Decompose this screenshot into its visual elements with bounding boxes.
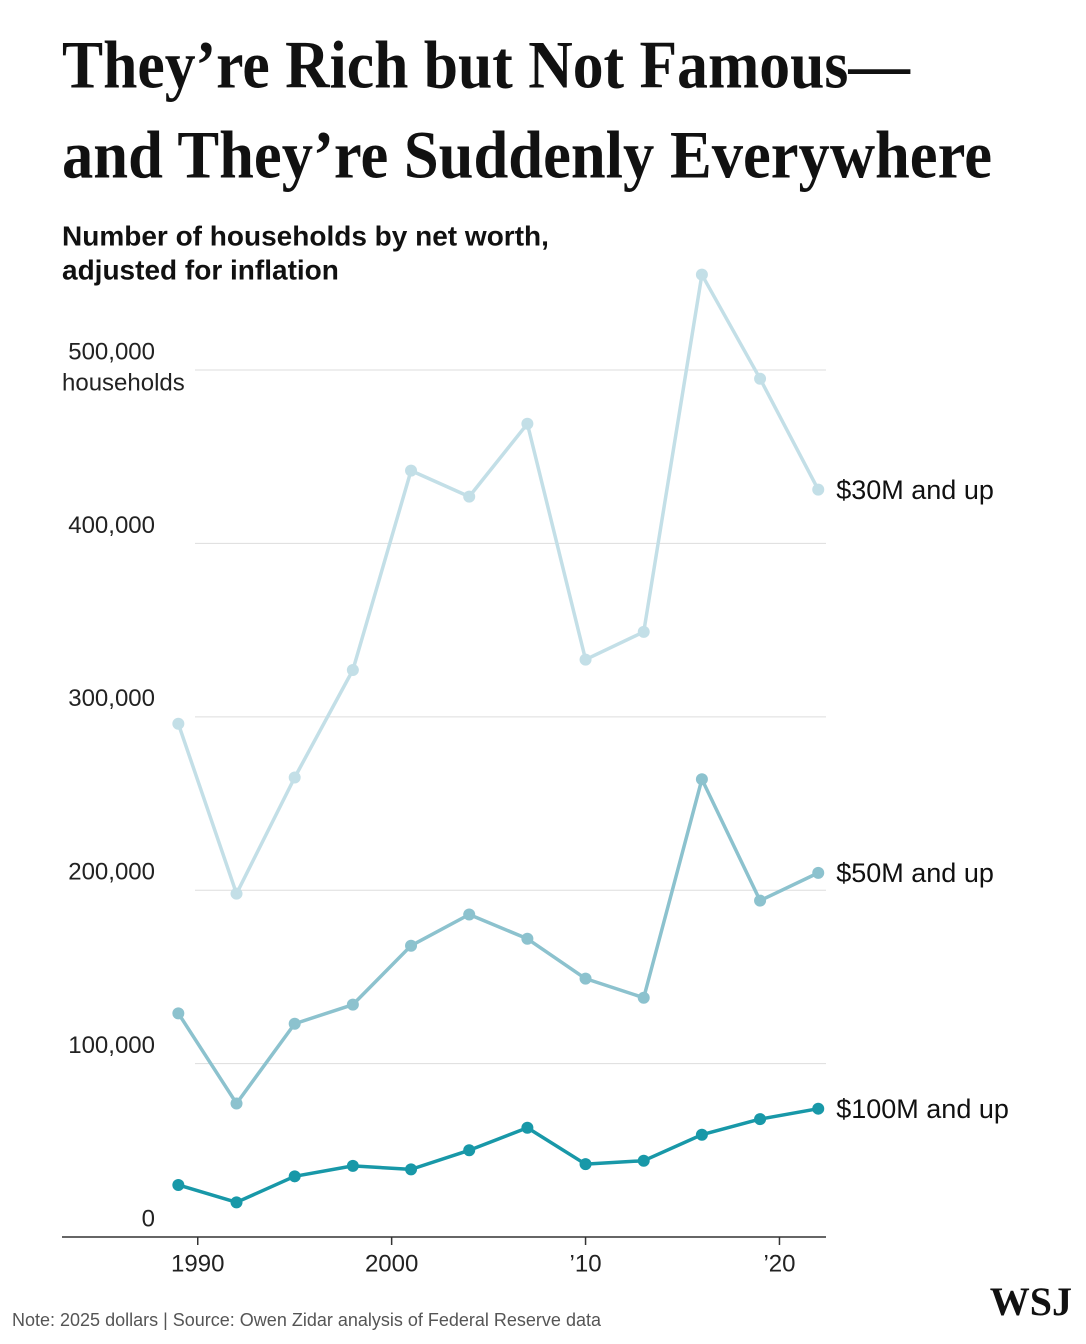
data-point	[346, 1159, 359, 1172]
data-point	[754, 372, 767, 385]
data-point	[463, 490, 476, 503]
data-point	[405, 1163, 418, 1176]
data-point	[405, 464, 418, 477]
data-point	[346, 664, 359, 677]
y-tick-label: 0	[142, 1205, 155, 1232]
data-point	[695, 268, 708, 281]
y-tick-label: 200,000	[68, 859, 155, 886]
x-tick-label: 1990	[171, 1250, 224, 1277]
y-unit-label: households	[62, 369, 185, 396]
data-point	[288, 1017, 301, 1030]
data-point	[812, 866, 825, 879]
data-point	[637, 625, 650, 638]
series-line	[177, 1106, 819, 1205]
data-point	[172, 1007, 185, 1020]
y-tick-label: 500,000	[68, 338, 155, 365]
data-point	[754, 1113, 767, 1126]
chart-title: They’re Rich but Not Famous—	[62, 27, 911, 103]
data-point	[463, 1144, 476, 1157]
series-line	[176, 272, 820, 896]
data-point	[172, 1178, 185, 1191]
data-point	[230, 1196, 243, 1209]
data-point	[812, 1102, 825, 1115]
data-point	[579, 972, 592, 985]
y-tick-label: 100,000	[68, 1032, 155, 1059]
data-point	[579, 653, 592, 666]
data-point	[521, 932, 534, 945]
series-label: $100M and up	[836, 1094, 1009, 1124]
data-point	[288, 1170, 301, 1183]
note: Note: 2025 dollars | Source: Owen Zidar …	[12, 1310, 602, 1330]
subtitle: Number of households by net worth,	[62, 220, 549, 251]
data-point	[405, 939, 418, 952]
data-point	[695, 1128, 708, 1141]
chart-title: and They’re Suddenly Everywhere	[62, 117, 992, 193]
data-point	[754, 894, 767, 907]
data-point	[230, 887, 243, 900]
x-tick-label: ’20	[763, 1250, 795, 1277]
series-label: $50M and up	[836, 858, 994, 888]
data-point	[637, 991, 650, 1004]
data-point	[579, 1158, 592, 1171]
x-tick-label: 2000	[365, 1250, 418, 1277]
y-tick-label: 300,000	[68, 685, 155, 712]
data-point	[637, 1154, 650, 1167]
data-point	[230, 1097, 243, 1110]
data-point	[346, 998, 359, 1011]
data-point	[812, 483, 825, 496]
data-point	[172, 717, 185, 730]
data-point	[521, 1121, 534, 1134]
y-tick-label: 400,000	[68, 512, 155, 539]
series-line	[176, 777, 819, 1106]
data-point	[695, 773, 708, 786]
subtitle: adjusted for inflation	[62, 254, 339, 285]
data-point	[521, 417, 534, 430]
x-tick-label: ’10	[570, 1250, 602, 1277]
data-point	[288, 771, 301, 784]
series-label: $30M and up	[836, 475, 994, 505]
data-point	[463, 908, 476, 921]
logo: WSJ	[990, 1279, 1072, 1324]
